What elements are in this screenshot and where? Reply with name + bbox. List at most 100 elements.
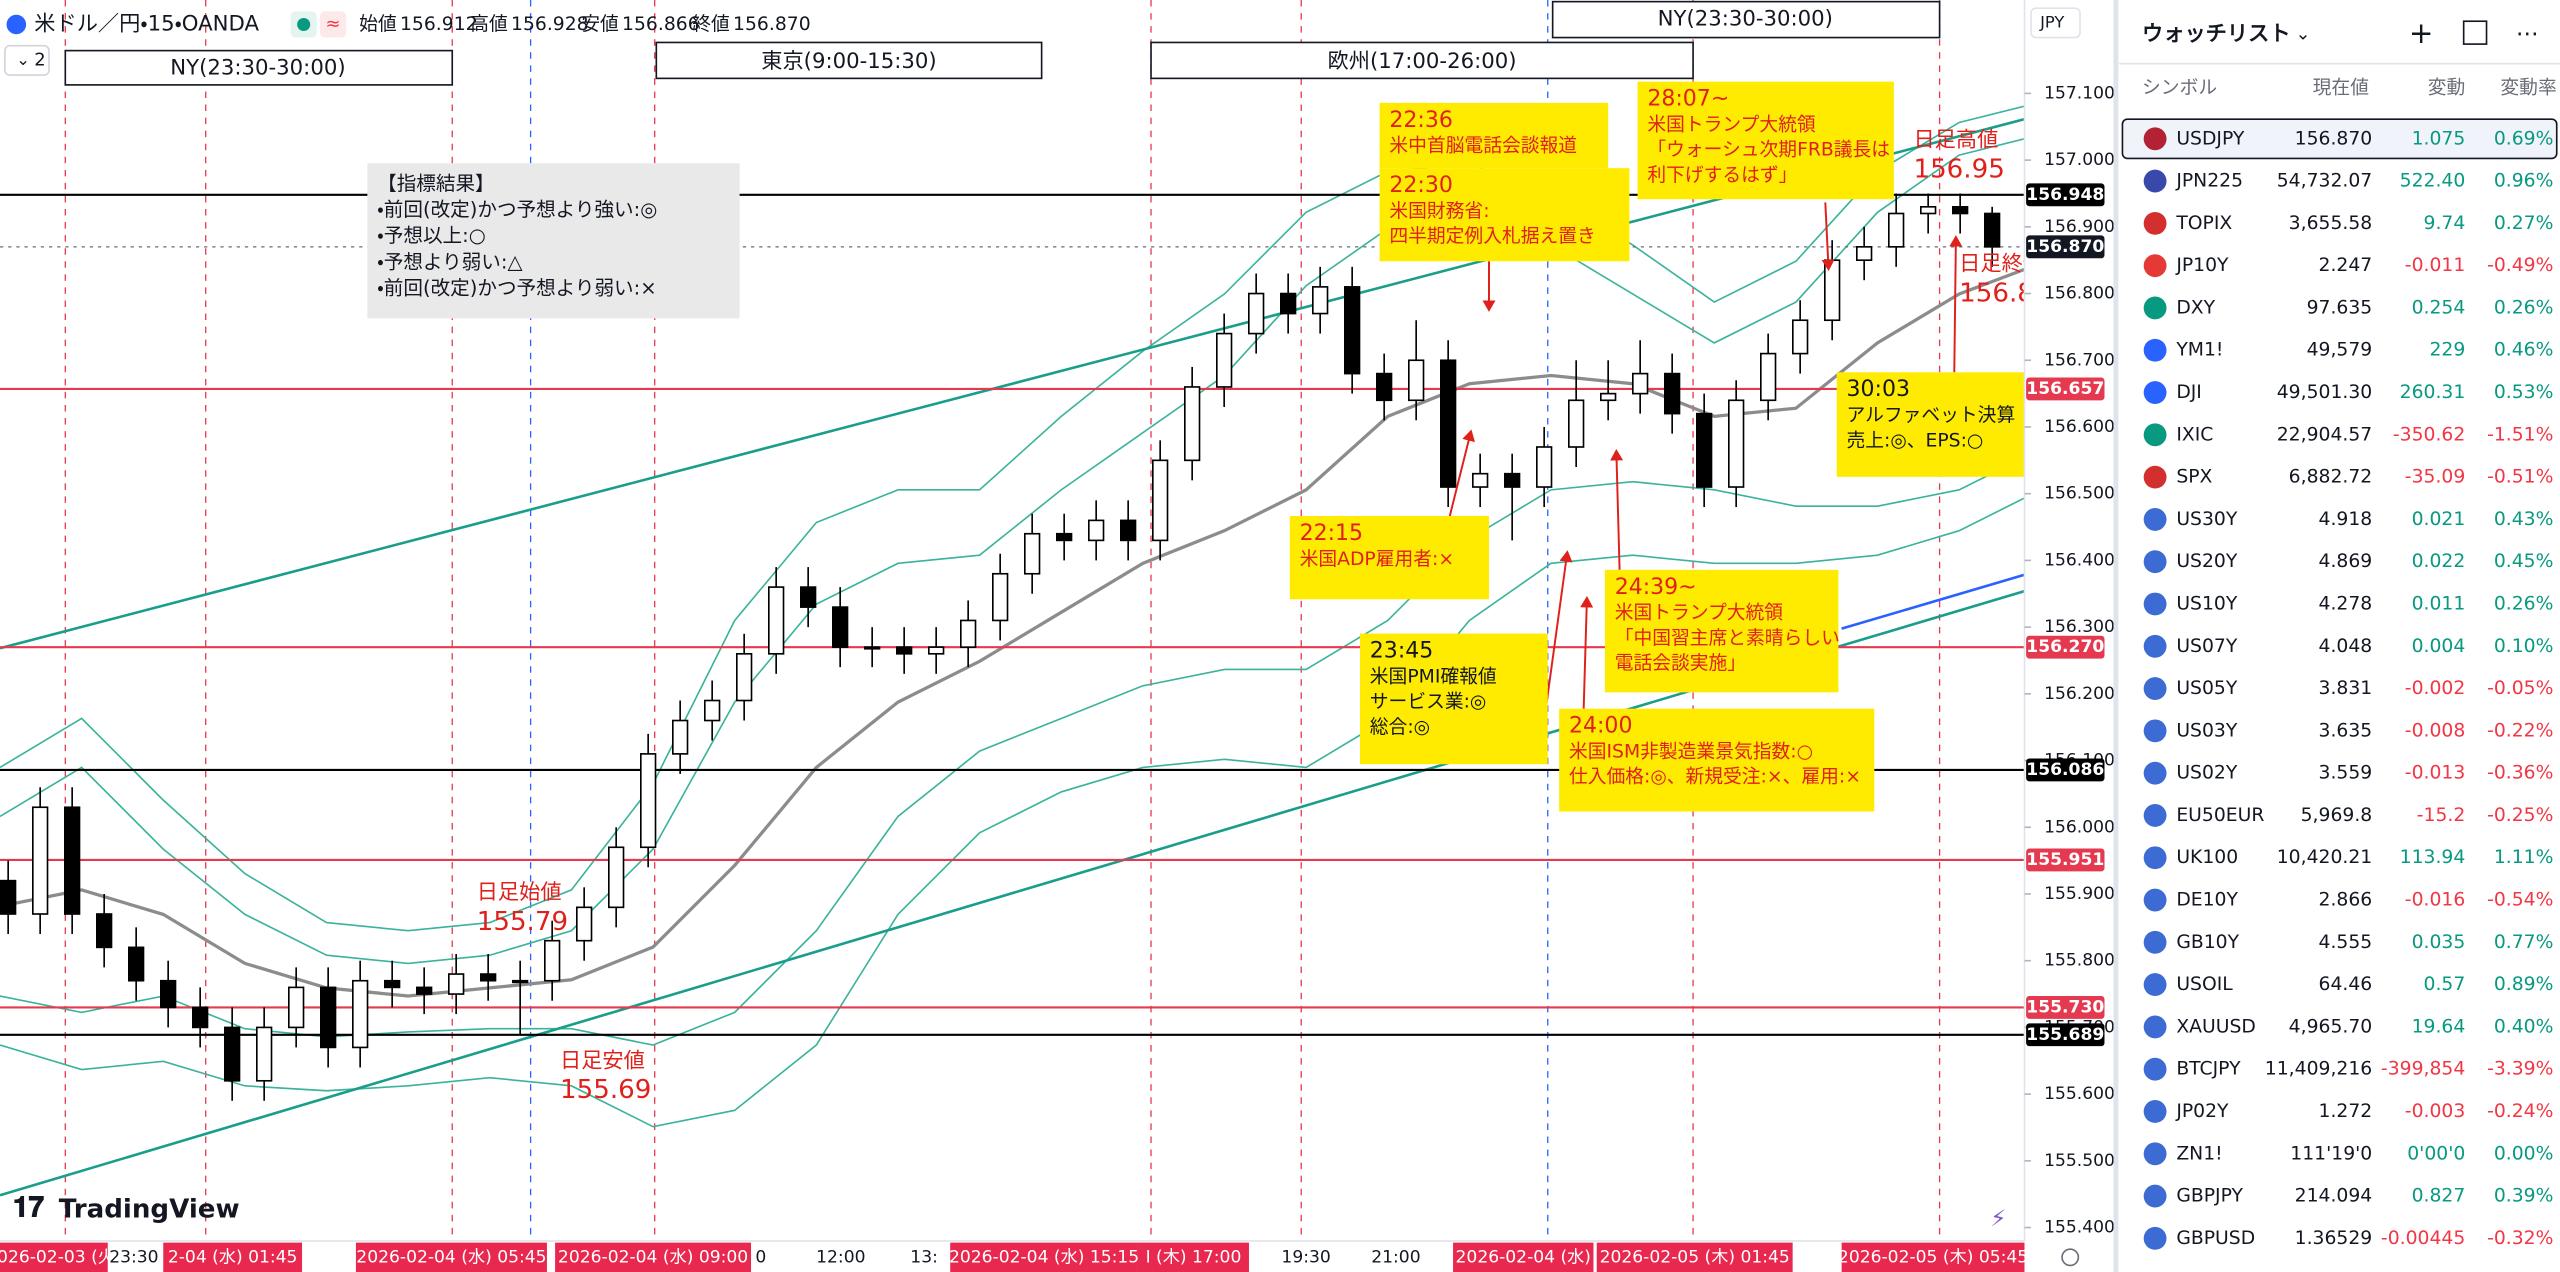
candle-body [1248,292,1265,335]
time-highlight [163,1242,303,1272]
annotation-text: 22:36 [1389,108,1452,133]
currency-button[interactable] [2030,7,2081,39]
change: 522.40 [2400,171,2466,192]
symbol-icon [2143,719,2167,743]
price: 3,655.58 [2289,213,2373,234]
candle-body [480,973,497,982]
change-percent: 0.10% [2494,636,2554,657]
change: 229 [2429,340,2465,361]
candle-body [767,586,785,655]
change-percent: 1.11% [2494,847,2554,868]
symbol-icon [2143,465,2167,489]
flash-icon[interactable]: ⚡ [1990,1206,2006,1232]
y-tick-label: 155.400 [2044,1218,2115,1238]
price-level-box [2026,758,2105,782]
candle-body [1151,459,1169,542]
annotation-text: 155.69 [560,1075,651,1105]
symbol-icon [2143,507,2167,531]
change: -350.62 [2393,424,2465,445]
symbol: JP02Y [2175,1101,2229,1122]
candle-body [1471,472,1489,488]
pane-toggle[interactable] [4,44,50,76]
candle-body [352,979,369,1049]
symbol: ZN1! [2176,1143,2222,1164]
legend-line: 【指標結果】 [377,172,494,195]
candle-body [1215,332,1233,388]
price: 10,420.21 [2277,847,2373,868]
change: 113.94 [2400,847,2466,868]
time-label: 2026-02-04 (水) 09:00 [558,1247,748,1267]
y-tick-label: 156.900 [2044,217,2115,237]
time-highlight [555,1242,752,1272]
price: 4.869 [2319,551,2373,572]
symbol-icon [2143,1226,2167,1250]
symbol: GBPUSD [2176,1228,2255,1249]
annotation-text: アルファベット決算 [1847,404,2016,426]
annotation-box [1559,708,1875,812]
annotation-text: 米国トランプ大統領 [1615,602,1784,624]
layout-button[interactable] [2462,20,2488,45]
logo-mark: 𝟏𝟕 [13,1190,44,1223]
time-highlight [0,1242,108,1272]
chevron[interactable]: ⌄ [2296,23,2311,44]
pane-count: 2 [34,49,45,70]
symbol-icon [2143,423,2167,447]
symbol: US07Y [2176,636,2238,657]
candle-body [607,846,625,909]
symbol: YM1! [2175,340,2223,361]
change-percent: -0.05% [2487,678,2553,699]
change: 260.31 [2400,382,2466,403]
change: -0.011 [2405,255,2465,276]
change: -0.016 [2405,890,2465,911]
y-tick-label: 156.600 [2044,417,2115,437]
header: 米ドル／円・15・OANDA ≈ ⌄ 2 [4,11,347,76]
settings-icon[interactable] [2061,1248,2080,1267]
change-percent: -0.24% [2487,1101,2553,1122]
annotation-text: 米国財務省: [1389,200,1489,222]
price-level-label: 156.086 [2026,760,2104,780]
time-label: 23:30 [109,1247,158,1267]
candle-body [735,652,753,702]
candles [0,193,2001,1101]
legend: 【指標結果】・前回(改定)かつ予想より強い:◎ ・予想以上:○ ・予想より弱い:△ ・… [377,172,657,300]
annotation-text: 24:00 [1569,714,1632,739]
symbol: US02Y [2176,763,2238,784]
price: 111'19'0 [2290,1143,2372,1164]
time-label: 2026-02-04 (水) 05:45 [356,1247,546,1267]
annotation-text: 23:45 [1370,639,1433,664]
symbol: SPX [2176,467,2212,488]
candle-body [991,572,1009,622]
session-label: 欧州(17:00-26:00) [1328,49,1517,74]
add-button[interactable]: + [2409,16,2434,50]
watchlist-title[interactable]: ウォッチリスト [2142,21,2291,46]
annotation-text: 30:03 [1847,377,1910,402]
price: 54,732.07 [2277,171,2373,192]
price: 1.272 [2319,1101,2373,1122]
time-label: 2-04 (水) 01:45 [168,1247,298,1267]
symbol: GBPJPY [2176,1186,2243,1207]
candle-body [1055,532,1073,542]
more-button[interactable]: ⋯ [2516,21,2539,47]
time-label: 19:30 [1281,1247,1330,1267]
change: -15.2 [2417,805,2466,826]
candle-body [191,1006,209,1029]
change-percent: -0.54% [2487,890,2553,911]
candle-body [1568,399,1585,448]
change: 0.254 [2412,297,2466,318]
time-highlight [1841,1242,2025,1272]
symbol-icon [2143,1100,2167,1123]
price: 4.048 [2319,636,2373,657]
change-percent: -3.39% [2487,1059,2553,1080]
symbol: US30Y [2176,509,2238,530]
price: 3.559 [2319,763,2373,784]
price: 2.866 [2319,890,2373,911]
ohlc-label: 終値 [692,13,730,35]
symbol: BTCJPY [2176,1059,2241,1080]
symbol: IXIC [2176,424,2213,445]
ohlc-value: 156.866 [622,14,700,35]
candle-body [128,946,145,982]
candle-body [640,753,657,849]
bollinger-bands [0,105,2025,1128]
price-level-label: 155.689 [2026,1025,2104,1045]
